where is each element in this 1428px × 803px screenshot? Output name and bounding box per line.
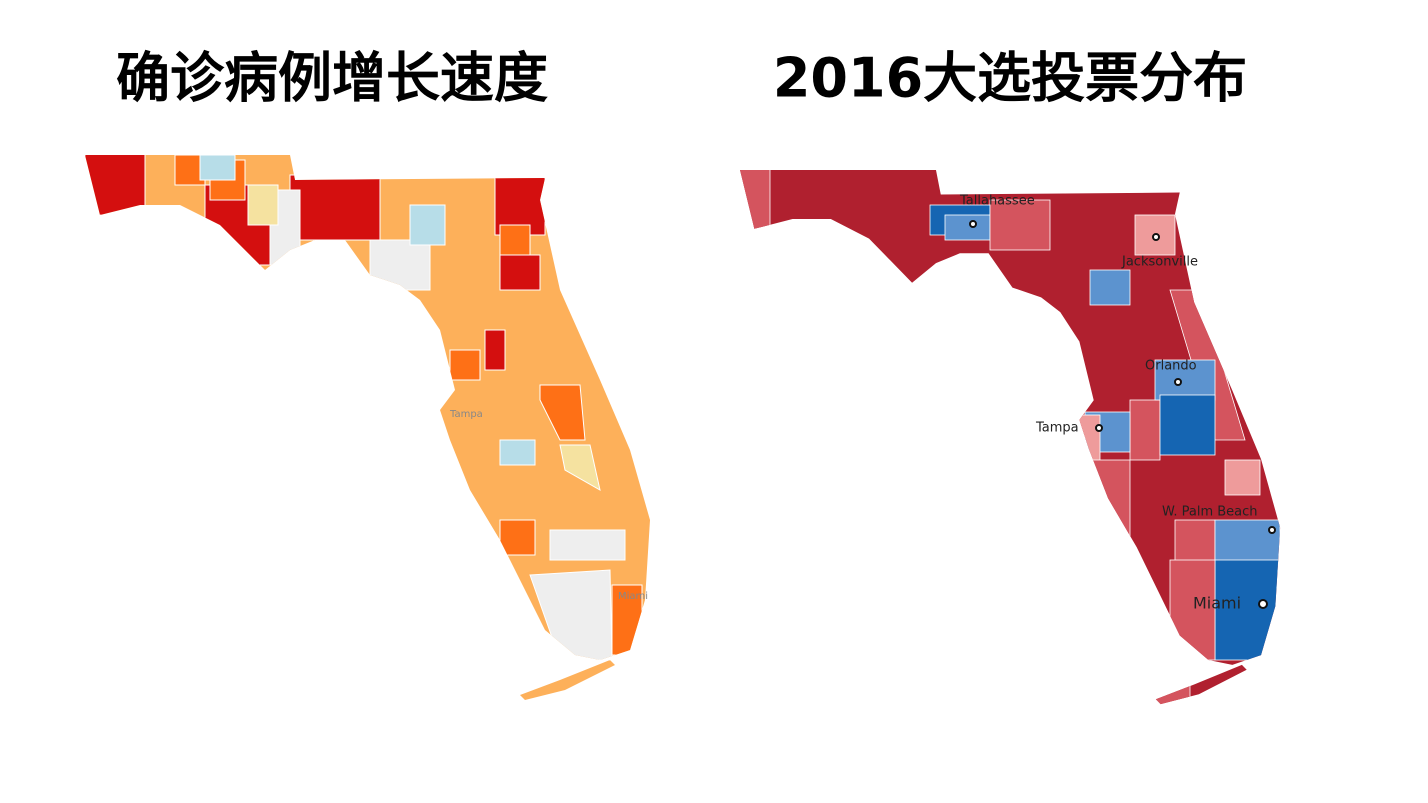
city-label: Jacksonville (1121, 255, 1198, 270)
left-map (85, 155, 650, 700)
right-title: 2016大选投票分布 (773, 47, 1247, 110)
right-map (740, 170, 1281, 705)
left-title: 确诊病例增长速度 (116, 47, 548, 110)
city-label: Tampa (1035, 421, 1079, 436)
city-label: Miami (618, 591, 648, 602)
city-label: Tallahassee (959, 194, 1035, 209)
city-label: Tampa (449, 409, 483, 420)
city-label: W. Palm Beach (1162, 505, 1258, 520)
city-label: Miami (1193, 594, 1241, 613)
city-dots (969, 220, 1276, 609)
city-label: Orlando (1145, 359, 1197, 374)
